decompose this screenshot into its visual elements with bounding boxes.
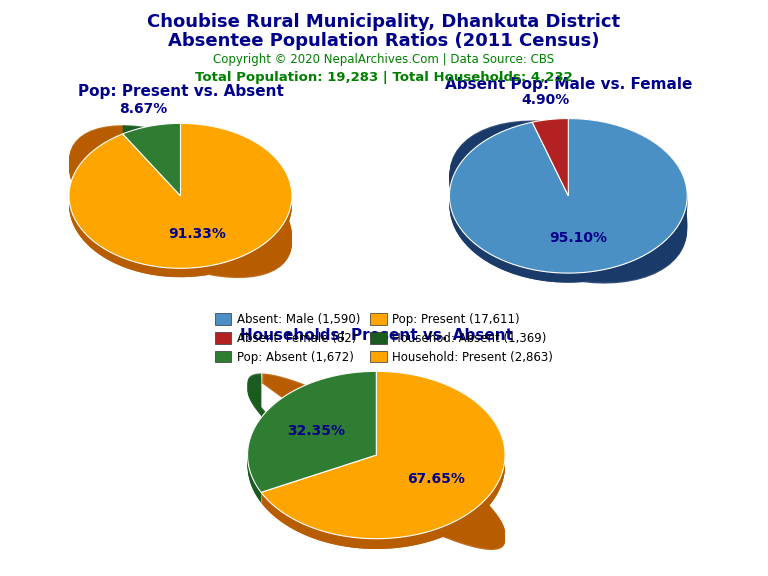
Polygon shape	[261, 377, 505, 545]
Polygon shape	[247, 372, 376, 492]
Polygon shape	[261, 382, 505, 550]
Text: 8.67%: 8.67%	[119, 101, 167, 116]
Polygon shape	[449, 123, 687, 279]
Legend: Absent: Male (1,590), Absent: Female (82), Pop: Absent (1,672), Pop: Present (17: Absent: Male (1,590), Absent: Female (82…	[210, 308, 558, 369]
Polygon shape	[247, 377, 376, 499]
Polygon shape	[247, 374, 376, 497]
Polygon shape	[449, 126, 687, 282]
Polygon shape	[69, 132, 292, 278]
Polygon shape	[247, 372, 376, 503]
Polygon shape	[532, 119, 568, 196]
Polygon shape	[449, 119, 687, 283]
Text: 4.90%: 4.90%	[521, 93, 570, 107]
Polygon shape	[69, 123, 292, 268]
Polygon shape	[69, 128, 292, 275]
Polygon shape	[123, 124, 180, 198]
Polygon shape	[261, 374, 505, 543]
Text: 95.10%: 95.10%	[549, 231, 607, 245]
Polygon shape	[261, 377, 505, 546]
Polygon shape	[247, 373, 376, 495]
Polygon shape	[261, 372, 505, 549]
Text: 32.35%: 32.35%	[287, 424, 345, 438]
Polygon shape	[69, 130, 292, 275]
Polygon shape	[449, 125, 687, 281]
Polygon shape	[532, 120, 568, 199]
Polygon shape	[532, 128, 568, 206]
Polygon shape	[247, 380, 376, 502]
Polygon shape	[532, 123, 568, 202]
Polygon shape	[532, 122, 568, 200]
Polygon shape	[123, 128, 180, 201]
Polygon shape	[261, 380, 505, 548]
Polygon shape	[247, 382, 376, 503]
Polygon shape	[123, 130, 180, 203]
Polygon shape	[123, 123, 180, 196]
Polygon shape	[69, 124, 292, 270]
Text: Copyright © 2020 NepalArchives.Com | Data Source: CBS: Copyright © 2020 NepalArchives.Com | Dat…	[214, 53, 554, 66]
Polygon shape	[261, 373, 505, 542]
Polygon shape	[123, 131, 180, 204]
Polygon shape	[449, 119, 687, 273]
Polygon shape	[69, 126, 292, 272]
Polygon shape	[449, 119, 687, 275]
Title: Absent Pop: Male vs. Female: Absent Pop: Male vs. Female	[445, 77, 692, 92]
Polygon shape	[261, 376, 505, 544]
Polygon shape	[69, 131, 292, 277]
Polygon shape	[247, 381, 376, 503]
Polygon shape	[123, 127, 180, 200]
Polygon shape	[532, 127, 568, 206]
Polygon shape	[247, 372, 376, 494]
Text: 91.33%: 91.33%	[168, 227, 226, 241]
Polygon shape	[123, 132, 180, 206]
Polygon shape	[449, 122, 687, 278]
Polygon shape	[449, 122, 687, 277]
Polygon shape	[247, 377, 376, 498]
Title: Pop: Present vs. Absent: Pop: Present vs. Absent	[78, 84, 283, 98]
Polygon shape	[247, 376, 376, 498]
Polygon shape	[449, 127, 687, 283]
Polygon shape	[532, 124, 568, 203]
Polygon shape	[69, 131, 292, 276]
Title: Households: Present vs. Absent: Households: Present vs. Absent	[240, 328, 513, 343]
Polygon shape	[449, 128, 687, 283]
Text: Total Population: 19,283 | Total Households: 4,232: Total Population: 19,283 | Total Househo…	[195, 71, 573, 85]
Polygon shape	[69, 128, 292, 274]
Polygon shape	[449, 124, 687, 280]
Polygon shape	[532, 119, 568, 198]
Polygon shape	[449, 120, 687, 276]
Polygon shape	[261, 378, 505, 547]
Polygon shape	[123, 131, 180, 204]
Polygon shape	[532, 119, 568, 206]
Text: Absentee Population Ratios (2011 Census): Absentee Population Ratios (2011 Census)	[168, 32, 600, 50]
Polygon shape	[532, 126, 568, 204]
Polygon shape	[532, 122, 568, 200]
Polygon shape	[69, 127, 292, 272]
Polygon shape	[123, 125, 180, 199]
Polygon shape	[247, 378, 376, 501]
Text: Choubise Rural Municipality, Dhankuta District: Choubise Rural Municipality, Dhankuta Di…	[147, 13, 621, 31]
Text: 67.65%: 67.65%	[408, 472, 465, 486]
Polygon shape	[69, 123, 292, 277]
Polygon shape	[261, 381, 505, 549]
Polygon shape	[123, 126, 180, 199]
Polygon shape	[261, 372, 505, 539]
Polygon shape	[69, 125, 292, 271]
Polygon shape	[261, 372, 505, 541]
Polygon shape	[532, 125, 568, 203]
Polygon shape	[123, 123, 180, 204]
Polygon shape	[123, 128, 180, 202]
